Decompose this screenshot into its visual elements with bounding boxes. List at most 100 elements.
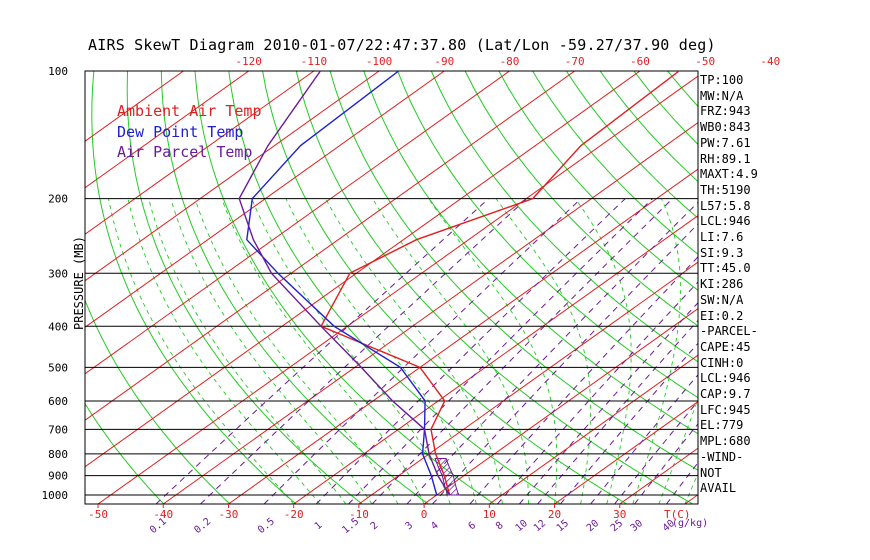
- top-temp-tick-label: -120: [235, 55, 262, 68]
- mixing-ratio-line: [371, 198, 673, 504]
- legend-air-parcel-temp: Air Parcel Temp: [117, 143, 253, 161]
- moist-adiabat-line: [194, 198, 399, 504]
- moist-adiabat-line: [285, 198, 477, 504]
- stat-item: NOT: [700, 465, 722, 480]
- air-parcel-temp-line: [238, 71, 451, 496]
- mixing-ratio-line: [263, 198, 582, 504]
- isotherm-line: [358, 261, 698, 504]
- dry-adiabat-line: [363, 71, 698, 435]
- moist-adiabat-line: [148, 198, 347, 504]
- mixing-ratio-line: [519, 301, 698, 504]
- legend: Ambient Air Temp Dew Point Temp Air Parc…: [117, 101, 262, 163]
- mixing-ratio-label: 4: [429, 520, 441, 532]
- mixing-ratio-label: 0.2: [192, 516, 213, 536]
- y-axis-label: PRESSURE (MB): [72, 236, 86, 330]
- isotherm-line: [85, 71, 576, 421]
- stat-item: TT:45.0: [700, 261, 751, 276]
- moist-adiabat-line: [495, 198, 592, 504]
- bottom-temp-tick-label: 0: [421, 508, 428, 521]
- isotherm-line: [554, 401, 698, 504]
- mixing-ratio-line: [469, 256, 698, 504]
- dry-adiabat-line: [532, 71, 698, 255]
- mixing-ratio-label: 12: [532, 518, 548, 534]
- bottom-temp-unit: T(C): [664, 508, 691, 521]
- bottom-temp-tick-label: -50: [88, 508, 108, 521]
- stat-item: TP:100: [700, 73, 744, 87]
- mixing-ratio-line: [315, 198, 626, 504]
- stat-item: SI:9.3: [700, 245, 744, 260]
- isotherm-line: [228, 168, 698, 504]
- dry-adiabat-line: [464, 71, 698, 327]
- mixing-ratio-line: [348, 198, 653, 504]
- bottom-temp-tick-label: -40: [153, 508, 173, 521]
- stats-panel: TP:100 MW:N/A FRZ:943 WB0:843 PW:7.61 RH:89.1…: [700, 73, 870, 497]
- mixing-ratio-line: [666, 461, 698, 504]
- stat-item: -WIND-: [700, 449, 744, 464]
- top-temp-tick-label: -40: [760, 55, 780, 68]
- pressure-tick-label: 800: [48, 448, 68, 461]
- pressure-tick-label: 700: [48, 423, 68, 436]
- top-temp-tick-label: -100: [366, 55, 393, 68]
- mixing-ratio-label: 10: [514, 518, 530, 534]
- ambient-air-temp-line: [320, 71, 680, 496]
- mixing-ratio-line: [560, 342, 698, 504]
- isotherm-line: [85, 71, 315, 235]
- stat-item: TH:5190: [700, 182, 751, 197]
- isotherm-line: [97, 75, 698, 504]
- mixing-ratio-unit: (g/kg): [672, 518, 708, 529]
- stat-item: RH:89.1: [700, 151, 751, 166]
- isotherm-line: [423, 308, 698, 504]
- stat-item: CAP:9.7: [700, 387, 751, 402]
- mixing-ratio-line: [590, 374, 698, 504]
- mixing-ratio-label: 20: [585, 518, 601, 534]
- isotherm-line: [489, 354, 698, 504]
- mixing-ratio-line: [537, 319, 698, 504]
- mixing-ratio-line: [614, 400, 698, 504]
- mixing-ratio-label: 3: [404, 520, 416, 532]
- mixing-ratio-label: 8: [494, 520, 506, 532]
- bottom-temp-tick-label: -30: [219, 508, 239, 521]
- pressure-tick-label: 900: [48, 470, 68, 483]
- bottom-temp-tick-label: 20: [548, 508, 561, 521]
- dry-adiabat-line: [397, 71, 698, 399]
- moist-adiabat-line: [127, 198, 321, 504]
- dry-adiabat-line: [85, 402, 165, 504]
- mixing-ratio-label: 1: [313, 520, 325, 532]
- mixing-ratio-label: 2: [369, 520, 381, 532]
- pressure-tick-label: 400: [48, 320, 68, 333]
- stat-item: KI:286: [700, 277, 744, 292]
- pressure-tick-label: 200: [48, 193, 68, 206]
- isotherm-line: [85, 71, 380, 282]
- moist-adiabat-line: [170, 198, 373, 504]
- top-temp-tick-label: -50: [695, 55, 715, 68]
- pressure-tick-label: 600: [48, 395, 68, 408]
- isotherm-line: [85, 71, 445, 328]
- top-temp-tick-label: -60: [630, 55, 650, 68]
- stat-item: -PARCEL-: [700, 324, 758, 339]
- moist-adiabat-line: [575, 198, 632, 504]
- pressure-tick-label: 1000: [42, 489, 69, 502]
- dry-adiabat-line: [85, 298, 231, 504]
- stat-item: MAXT:4.9: [700, 167, 758, 182]
- bottom-temp-tick-label: 10: [483, 508, 496, 521]
- stat-item: LCL:946: [700, 214, 751, 229]
- stat-item: EL:779: [700, 418, 744, 433]
- top-temp-tick-label: -90: [434, 55, 454, 68]
- isotherm-line: [85, 71, 249, 189]
- bottom-temp-tick-label: 30: [613, 508, 626, 521]
- stat-item: LFC:945: [700, 402, 751, 417]
- moist-adiabat-line: [632, 198, 681, 504]
- stat-item: MPL:680: [700, 434, 751, 449]
- bottom-temp-tick-label: -10: [349, 508, 369, 521]
- pressure-tick-label: 500: [48, 361, 68, 374]
- stat-item: LCL:946: [700, 371, 751, 386]
- stat-item: SW:N/A: [700, 292, 744, 307]
- stat-item: LI:7.6: [700, 230, 744, 245]
- stat-item: MW:N/A: [700, 88, 744, 103]
- isotherm-line: [85, 71, 641, 468]
- chart-title: AIRS SkewT Diagram 2010-01-07/22:47:37.8…: [88, 36, 716, 54]
- dry-adiabat-line: [228, 71, 561, 504]
- moist-adiabat-line: [221, 198, 425, 504]
- mixing-ratio-label: 6: [466, 520, 478, 532]
